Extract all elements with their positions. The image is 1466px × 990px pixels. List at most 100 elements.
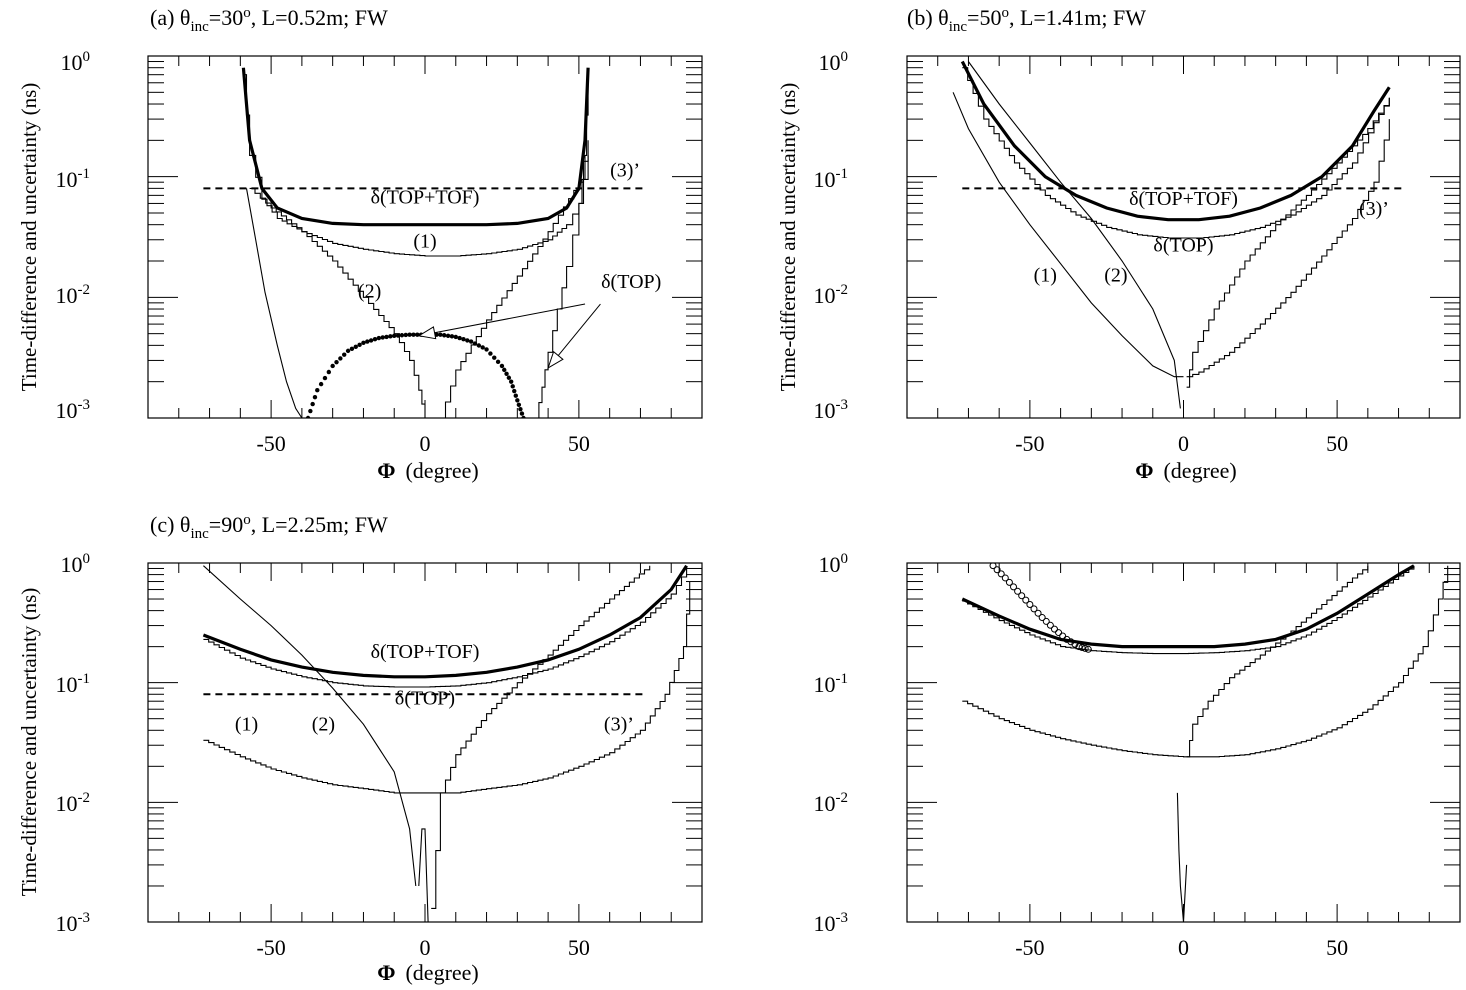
data-point (1075, 643, 1083, 651)
data-point (513, 393, 518, 398)
data-point (361, 340, 366, 345)
y-tick-label: 10-1 (814, 166, 849, 192)
y-axis-label: Time-difference and uncertainty (ns) (17, 588, 41, 896)
series-line (962, 565, 1449, 758)
series-markers (305, 332, 526, 418)
x-tick-label: -50 (256, 935, 285, 960)
data-point (515, 398, 520, 403)
curve-label: δ(TOP+TOF) (1129, 188, 1238, 210)
y-tick-label: 10-2 (56, 790, 91, 816)
data-point (468, 339, 474, 344)
series-line (1186, 119, 1390, 378)
panel-title: (b) θinc=50o, L=1.41m; FW (907, 5, 1146, 35)
series-line (243, 74, 589, 257)
data-point (502, 367, 507, 373)
data-point (510, 384, 515, 389)
data-point (997, 570, 1005, 578)
data-point (1022, 596, 1030, 604)
y-tick-labels: 10-3 10-2 10-1 100 (56, 49, 91, 423)
plot-frame (147, 562, 703, 923)
data-point (993, 566, 1001, 574)
curve-label: (3)’ (604, 713, 634, 735)
series-line (245, 188, 303, 418)
data-point (1042, 617, 1050, 625)
data-point (1018, 592, 1026, 600)
data-point (449, 334, 455, 339)
y-tick-label: 10-3 (814, 397, 849, 423)
y-tick-label: 100 (819, 551, 849, 577)
x-axis-label: Φ (degree) (377, 960, 479, 985)
data-point (438, 332, 443, 337)
data-point (989, 563, 997, 570)
plot-frame (906, 562, 1461, 923)
x-tick-label: 50 (568, 935, 590, 960)
data-point (318, 381, 324, 387)
y-tick-label: 100 (819, 49, 849, 75)
data-point (461, 337, 466, 342)
series-layer (202, 564, 691, 922)
arrow-head (417, 326, 437, 340)
curve-label: δ(TOP+TOF) (371, 641, 480, 663)
data-point (399, 333, 405, 338)
data-point (1026, 600, 1034, 608)
series-line (960, 60, 1391, 222)
y-tick-labels: 10-3 10-2 10-1 100 (56, 551, 91, 936)
series-line (241, 67, 590, 227)
series-line (962, 67, 1390, 239)
data-point (1081, 644, 1089, 652)
data-point (1084, 645, 1092, 653)
data-point (508, 379, 514, 384)
data-point (1046, 621, 1054, 629)
data-point (305, 415, 311, 418)
y-tick-label: 10-3 (56, 910, 91, 936)
data-point (1030, 605, 1038, 613)
series-line (1186, 97, 1390, 388)
curve-label: (1) (1034, 265, 1057, 287)
y-tick-label: 10-3 (814, 910, 849, 936)
y-tick-label: 10-3 (56, 397, 91, 423)
data-point (518, 406, 523, 412)
data-point (388, 334, 393, 339)
series-line (203, 568, 688, 688)
x-axis-label: Φ (degree) (377, 458, 479, 483)
x-tick-label: 50 (1326, 431, 1348, 456)
x-tick-label: 0 (1178, 431, 1189, 456)
curve-label: δ(TOP) (1153, 234, 1213, 256)
data-point (1038, 614, 1046, 622)
series-line (418, 828, 429, 922)
data-point (1078, 644, 1086, 652)
data-point (330, 363, 335, 369)
data-point (1014, 587, 1022, 595)
curve-label: (3)’ (1359, 198, 1389, 220)
data-point (334, 359, 339, 365)
data-point (345, 348, 351, 354)
data-point (1055, 629, 1063, 637)
data-point (312, 394, 318, 400)
data-point (395, 333, 401, 338)
x-tick-label: 50 (1326, 935, 1348, 960)
curve-label: (1) (413, 230, 436, 252)
y-axis-label: Time-difference and uncertainty (ns) (17, 83, 41, 391)
data-point (442, 333, 447, 338)
curve-label: (2) (312, 713, 335, 735)
y-tick-label: 10-1 (814, 671, 849, 697)
data-point (465, 338, 470, 343)
series-layer (961, 563, 1449, 922)
data-point (380, 335, 385, 340)
data-point (480, 345, 485, 350)
data-point (1034, 609, 1042, 617)
data-point (368, 338, 374, 343)
data-point (484, 347, 489, 352)
data-point (445, 333, 451, 339)
data-point (476, 343, 482, 348)
data-point (1005, 578, 1013, 586)
data-point (308, 408, 313, 414)
curve-label: (2) (1104, 265, 1127, 287)
series-line (967, 61, 1181, 409)
data-point (519, 411, 525, 416)
curve-label: δ(TOP+TOF) (371, 186, 480, 208)
x-tick-label: 0 (1178, 935, 1189, 960)
x-axis-label: Φ (degree) (1135, 458, 1237, 483)
x-tick-label: 0 (420, 935, 431, 960)
series-line (1186, 565, 1369, 758)
